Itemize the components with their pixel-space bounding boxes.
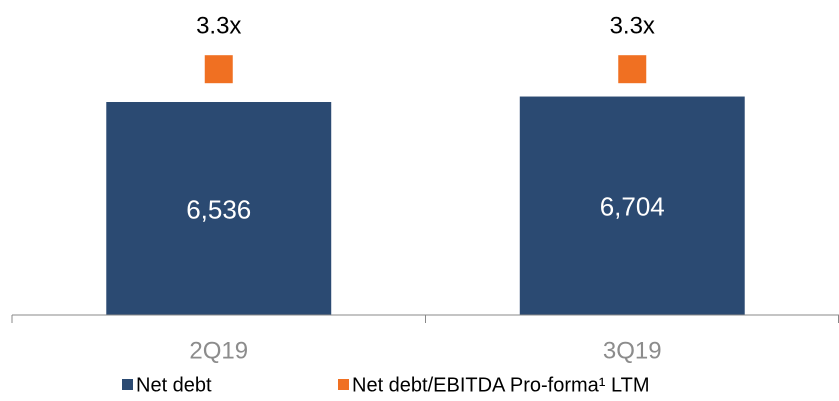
bar-label: 6,704: [600, 192, 665, 222]
bar-label: 6,536: [186, 194, 251, 224]
legend-swatch: [338, 379, 349, 390]
bar: [106, 102, 332, 315]
bar: [519, 96, 745, 315]
legend-label: Net debt/EBITDA Pro-forma¹ LTM: [352, 374, 650, 396]
legend-swatch: [122, 379, 133, 390]
legend-label: Net debt: [136, 374, 212, 396]
ratio-label: 3.3x: [610, 13, 655, 40]
x-tick-label: 2Q19: [189, 337, 248, 364]
ratio-label: 3.3x: [196, 13, 241, 40]
ratio-marker: [618, 55, 647, 84]
ratio-marker: [204, 55, 233, 84]
x-tick-label: 3Q19: [603, 337, 662, 364]
